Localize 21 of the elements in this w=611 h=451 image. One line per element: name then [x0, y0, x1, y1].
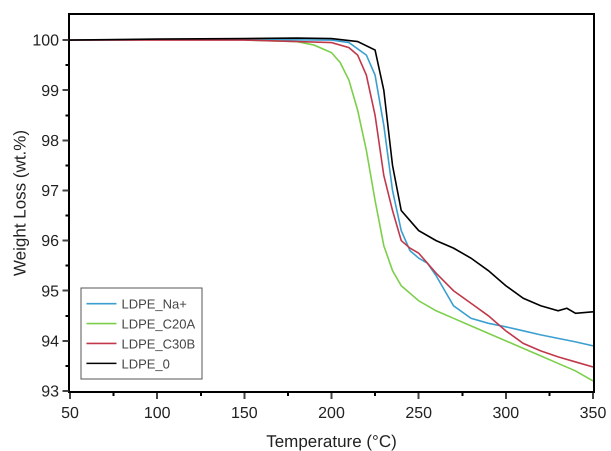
y-tick-label: 96: [41, 233, 60, 250]
legend-label: LDPE_Na+: [121, 296, 187, 312]
x-tick-label: 250: [405, 404, 432, 422]
legend-label: LDPE_C20A: [121, 316, 196, 332]
y-tick-label: 99: [41, 82, 60, 100]
x-tick-label: 300: [492, 404, 520, 422]
y-tick-label: 97: [41, 183, 60, 200]
x-tick-label: 100: [144, 404, 171, 422]
y-tick-label: 94: [41, 333, 60, 350]
x-axis-title: Temperature (°C): [266, 432, 397, 451]
y-tick-label: 93: [41, 384, 60, 401]
y-tick-label: 98: [41, 132, 60, 150]
y-axis-title: Weight Loss (wt.%): [10, 130, 30, 276]
y-tick-label: 95: [41, 283, 60, 300]
x-tick-label: 50: [61, 404, 79, 422]
x-tick-label: 200: [318, 404, 345, 422]
x-tick-label: 350: [580, 404, 606, 422]
legend-label: LDPE_0: [121, 356, 170, 372]
x-tick-label: 150: [230, 404, 258, 422]
legend-label: LDPE_C30B: [121, 336, 196, 352]
y-tick-label: 100: [32, 32, 60, 50]
